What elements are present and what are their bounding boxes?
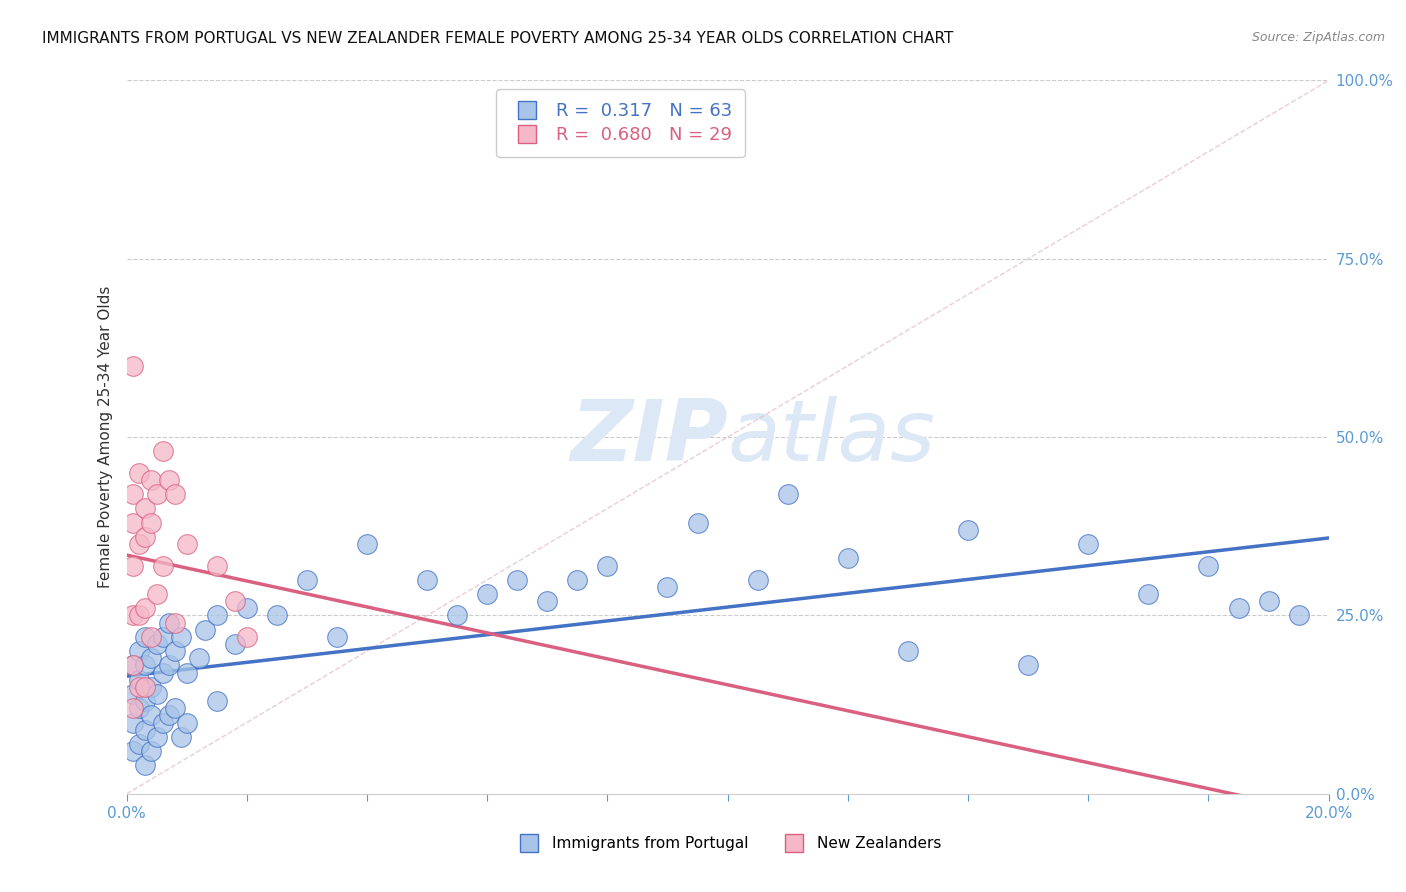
Point	[163, 701, 186, 715]
Point	[1077, 537, 1099, 551]
Point	[596, 558, 619, 573]
Text: Source: ZipAtlas.com: Source: ZipAtlas.com	[1251, 31, 1385, 45]
Point	[266, 608, 288, 623]
Point	[134, 601, 156, 615]
Point	[152, 558, 174, 573]
Point	[224, 594, 246, 608]
Point	[121, 658, 143, 673]
Point	[163, 615, 186, 630]
Point	[475, 587, 498, 601]
Point	[139, 630, 162, 644]
Point	[139, 651, 162, 665]
Point	[121, 608, 143, 623]
Point	[295, 573, 318, 587]
Point	[134, 658, 156, 673]
Point	[235, 630, 259, 644]
Point	[567, 573, 589, 587]
Point	[128, 644, 150, 658]
Point	[235, 601, 259, 615]
Point	[152, 444, 174, 458]
Point	[139, 708, 162, 723]
Point	[157, 708, 180, 723]
Point	[956, 523, 979, 537]
Point	[194, 623, 217, 637]
Point	[1137, 587, 1160, 601]
Point	[134, 694, 156, 708]
Point	[145, 730, 167, 744]
Point	[134, 680, 156, 694]
Point	[121, 715, 143, 730]
Point	[128, 466, 150, 480]
Point	[128, 737, 150, 751]
Point	[686, 516, 709, 530]
Point	[776, 487, 799, 501]
Point	[416, 573, 439, 587]
Point	[187, 651, 209, 665]
Point	[897, 644, 920, 658]
Point	[163, 487, 186, 501]
Point	[121, 658, 143, 673]
Point	[121, 687, 143, 701]
Point	[128, 608, 150, 623]
Point	[326, 630, 349, 644]
Legend: Immigrants from Portugal, New Zealanders: Immigrants from Portugal, New Zealanders	[508, 830, 948, 857]
Point	[536, 594, 558, 608]
Point	[134, 530, 156, 544]
Point	[139, 744, 162, 758]
Point	[139, 473, 162, 487]
Point	[121, 516, 143, 530]
Point	[134, 630, 156, 644]
Point	[152, 665, 174, 680]
Point	[121, 487, 143, 501]
Point	[176, 537, 198, 551]
Point	[121, 359, 143, 373]
Y-axis label: Female Poverty Among 25-34 Year Olds: Female Poverty Among 25-34 Year Olds	[97, 286, 112, 588]
Point	[128, 680, 150, 694]
Text: IMMIGRANTS FROM PORTUGAL VS NEW ZEALANDER FEMALE POVERTY AMONG 25-34 YEAR OLDS C: IMMIGRANTS FROM PORTUGAL VS NEW ZEALANDE…	[42, 31, 953, 46]
Point	[1017, 658, 1039, 673]
Point	[169, 730, 191, 744]
Point	[157, 658, 180, 673]
Text: ZIP: ZIP	[569, 395, 728, 479]
Point	[176, 715, 198, 730]
Point	[169, 630, 191, 644]
Point	[128, 537, 150, 551]
Point	[1257, 594, 1279, 608]
Point	[356, 537, 378, 551]
Point	[152, 630, 174, 644]
Point	[157, 473, 180, 487]
Point	[121, 701, 143, 715]
Point	[1197, 558, 1219, 573]
Point	[134, 723, 156, 737]
Point	[145, 487, 167, 501]
Point	[837, 551, 859, 566]
Point	[145, 637, 167, 651]
Point	[134, 758, 156, 772]
Point	[121, 558, 143, 573]
Point	[134, 501, 156, 516]
Point	[1288, 608, 1310, 623]
Point	[224, 637, 246, 651]
Point	[506, 573, 529, 587]
Point	[128, 701, 150, 715]
Point	[152, 715, 174, 730]
Point	[176, 665, 198, 680]
Text: atlas: atlas	[728, 395, 935, 479]
Point	[157, 615, 180, 630]
Point	[163, 644, 186, 658]
Point	[145, 687, 167, 701]
Point	[139, 680, 162, 694]
Point	[205, 694, 228, 708]
Point	[205, 608, 228, 623]
Point	[1227, 601, 1250, 615]
Point	[446, 608, 468, 623]
Point	[121, 744, 143, 758]
Point	[205, 558, 228, 573]
Point	[145, 587, 167, 601]
Point	[747, 573, 769, 587]
Point	[657, 580, 679, 594]
Point	[139, 516, 162, 530]
Point	[128, 673, 150, 687]
